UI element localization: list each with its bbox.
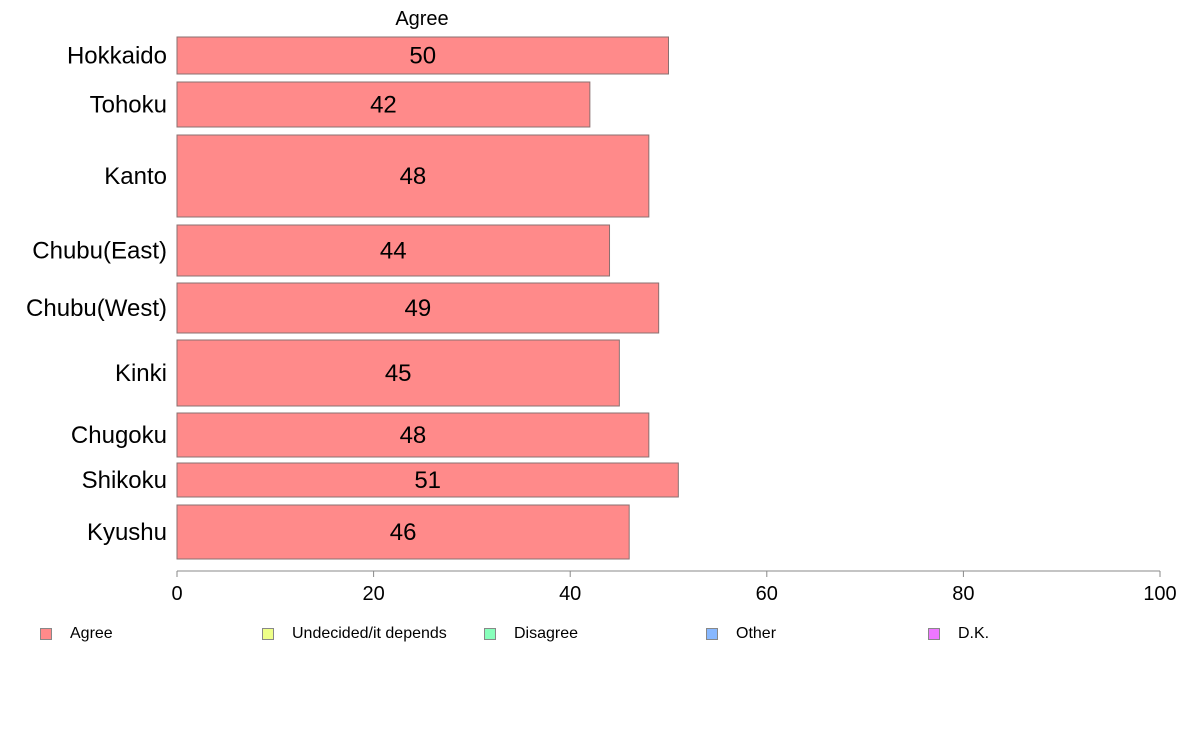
x-tick-label-20: 20 [362,583,384,605]
category-label-chubu-east: Chubu(East) [32,238,167,265]
legend-swatch-dk [928,628,940,640]
bar-hokkaido [176,36,669,75]
legend-label-disagree: Disagree [514,625,579,642]
value-label-kinki: 45 [385,360,412,387]
x-tick-label-100: 100 [1143,583,1176,605]
value-label-chubu-east: 44 [380,238,407,265]
legend-item-agree: Agree [40,624,113,644]
value-label-hokkaido: 50 [409,43,436,70]
x-tick-label-0: 0 [171,583,182,605]
value-label-kyushu: 46 [390,519,417,546]
legend: Agree Undecided/it depends Disagree Othe… [0,624,1188,644]
legend-label-undecided: Undecided/it depends [292,625,447,642]
legend-swatch-other [706,628,718,640]
legend-item-other: Other [706,624,776,644]
value-label-chubu-west: 49 [404,295,431,322]
legend-label-dk: D.K. [958,625,990,642]
value-label-kanto: 48 [400,163,427,190]
x-tick-label-60: 60 [756,583,778,605]
category-label-hokkaido: Hokkaido [67,43,167,70]
legend-swatch-agree [40,628,52,640]
category-label-chugoku: Chugoku [71,422,167,449]
bar-kinki [176,339,620,407]
legend-item-undecided: Undecided/it depends [262,624,447,644]
category-label-tohoku: Tohoku [90,92,167,119]
legend-label-other: Other [736,625,777,642]
category-label-kyushu: Kyushu [87,519,167,546]
x-tick-label-40: 40 [559,583,581,605]
chart-title: Agree [395,8,448,30]
legend-item-disagree: Disagree [484,624,578,644]
bar-shikoku [176,462,679,498]
value-label-chugoku: 48 [400,422,427,449]
bar-tohoku [176,81,591,128]
bar-kanto [176,134,650,218]
bar-chugoku [176,412,650,458]
bar-chubu-east [176,224,611,277]
x-tick-label-80: 80 [952,583,974,605]
category-label-shikoku: Shikoku [82,467,167,494]
bar-chubu-west [176,282,660,334]
category-label-kanto: Kanto [104,163,167,190]
legend-label-agree: Agree [70,625,113,642]
legend-item-dk: D.K. [928,624,989,644]
value-label-shikoku: 51 [414,467,441,494]
legend-swatch-disagree [484,628,496,640]
bar-kyushu [176,504,630,560]
category-label-kinki: Kinki [115,360,167,387]
value-label-tohoku: 42 [370,92,397,119]
legend-swatch-undecided [262,628,274,640]
category-label-chubu-west: Chubu(West) [26,295,167,322]
